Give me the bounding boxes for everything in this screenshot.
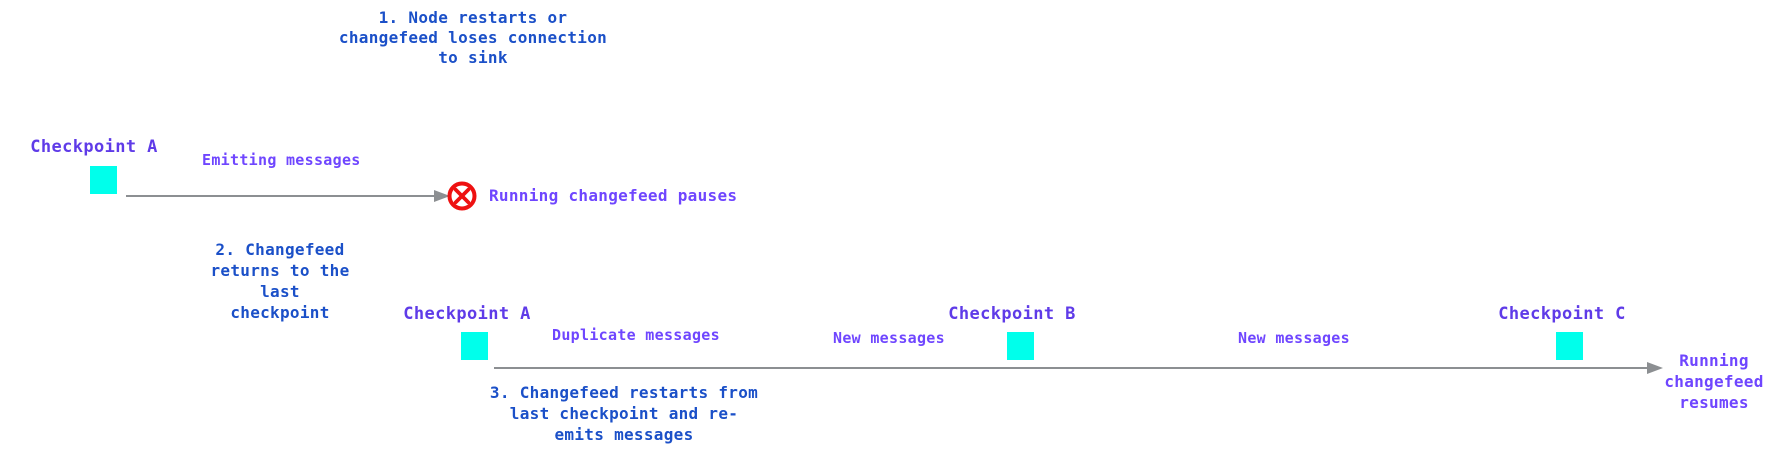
emitting-messages-label: Emitting messages [202, 151, 361, 169]
running-changefeed-pauses-label: Running changefeed pauses [489, 186, 738, 205]
changefeed-pause-x-circle-icon [447, 181, 477, 211]
annotation-step-2: 2. Changefeed returns to the last checkp… [210, 240, 350, 322]
checkpoint-c-marker [1556, 332, 1583, 360]
checkpoint-b-marker [1007, 332, 1034, 360]
running-changefeed-resumes-label: Running changefeed resumes [1664, 351, 1764, 412]
checkpoint-a-marker [90, 166, 117, 194]
checkpoint-a-restart-marker [461, 332, 488, 360]
new-messages-label-1: New messages [833, 329, 945, 347]
timeline2-arrowhead-icon [1647, 362, 1663, 374]
timeline1-arrow-line [126, 195, 436, 197]
checkpoint-a-restart-label: Checkpoint A [403, 304, 531, 324]
timeline1-arrowhead-icon [434, 190, 450, 202]
timeline2-arrow-line [494, 367, 1647, 369]
annotation-step-3: 3. Changefeed restarts from last checkpo… [489, 383, 759, 444]
checkpoint-c-label: Checkpoint C [1498, 304, 1626, 324]
duplicate-messages-label: Duplicate messages [552, 326, 720, 344]
checkpoint-b-label: Checkpoint B [948, 304, 1076, 324]
annotation-step-1: 1. Node restarts or changefeed loses con… [338, 8, 608, 67]
checkpoint-a-label: Checkpoint A [30, 137, 158, 157]
new-messages-label-2: New messages [1238, 329, 1350, 347]
